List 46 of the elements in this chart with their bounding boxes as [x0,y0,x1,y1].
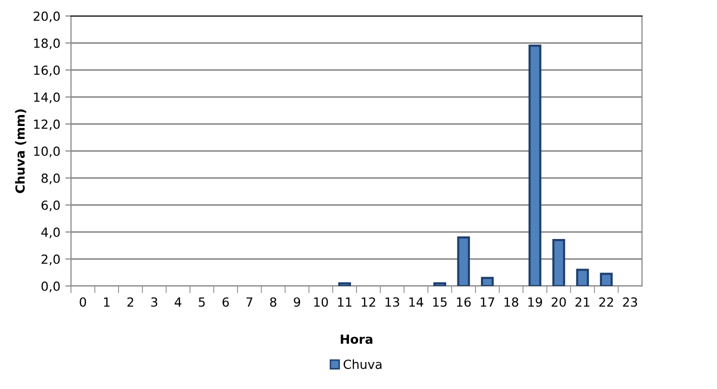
x-tick-label: 1 [104,297,110,307]
x-tick-label: 4 [174,297,182,307]
y-tick-label: 20,0 [34,11,60,22]
x-tick-label: 22 [599,297,614,307]
bar [433,282,446,286]
x-axis-title: Hora [340,334,372,344]
y-tick-label: 16,0 [34,65,60,76]
x-tick-label: 10 [314,297,328,307]
x-tick-label: 2 [127,297,134,307]
x-tick-label: 19 [528,297,542,307]
x-tick-label: 6 [222,297,229,307]
x-tick-label: 0 [80,297,86,307]
x-tick-label: 11 [338,297,352,307]
x-tick-label: 7 [246,297,252,307]
y-tick-label: 0,0 [42,281,60,292]
y-tick-label: 6,0 [42,200,60,212]
y-tick-label: 10,0 [34,146,60,158]
x-tick-label: 18 [504,297,518,307]
bar [338,282,351,286]
y-tick-label: 12,0 [34,119,60,130]
y-tick-label: 18,0 [34,38,60,50]
x-tick-label: 17 [480,297,494,307]
bar [600,272,613,286]
bar [552,239,566,286]
x-tick-label: 23 [623,297,638,307]
x-tick-label: 20 [552,297,566,307]
x-tick-label: 13 [386,297,400,307]
bar [528,44,542,286]
bar [480,276,494,286]
y-tick-label: 8,0 [42,173,60,184]
bar [576,268,589,286]
x-tick-label: 21 [575,297,590,307]
y-tick-label: 2,0 [42,254,60,266]
y-tick-label: 14,0 [34,92,60,104]
x-tick-label: 9 [294,297,300,307]
x-tick-label: 16 [456,297,471,307]
x-tick-label: 12 [362,297,376,307]
y-tick-label: 4,0 [41,227,60,238]
bar [457,236,470,286]
x-tick-label: 8 [270,297,276,307]
x-tick-label: 14 [409,297,424,307]
y-axis-title: Chuva (mm) [15,109,26,194]
x-tick-label: 15 [433,297,447,307]
legend-label: Chuva [344,359,382,370]
x-tick-label: 5 [198,297,205,307]
x-tick-label: 3 [151,297,158,307]
